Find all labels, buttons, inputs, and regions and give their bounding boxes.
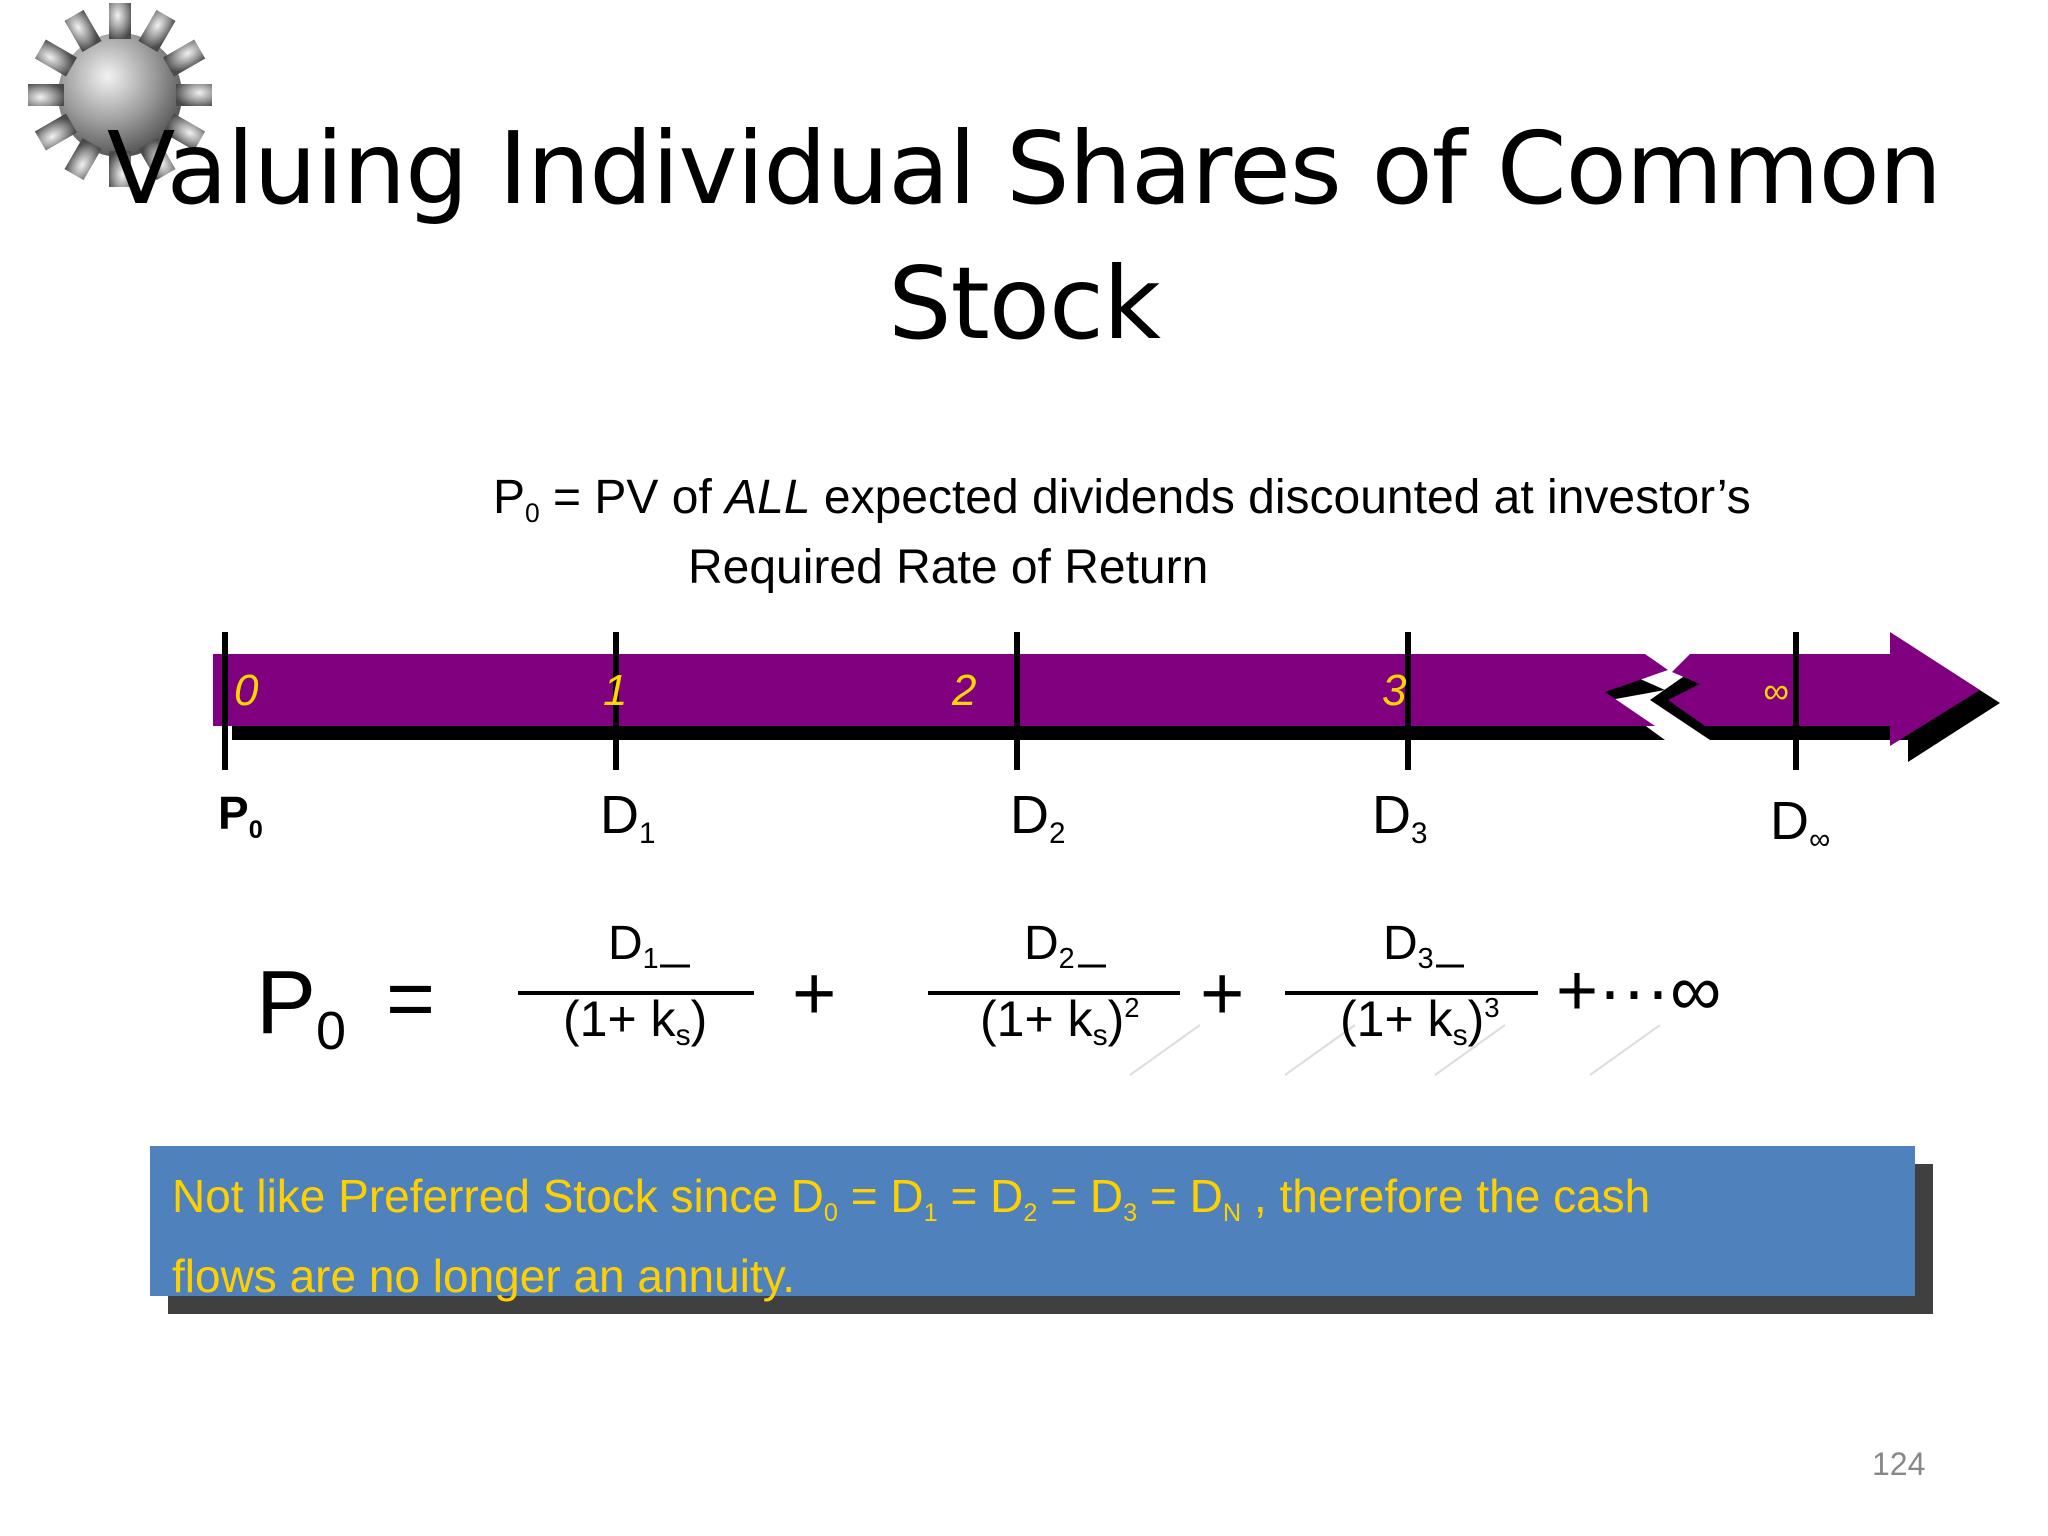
label-sub: 3: [1411, 817, 1428, 851]
formula-lhs: P0: [256, 952, 346, 1061]
callout-box: Not like Preferred Stock since D0 = D1 =…: [150, 1146, 1915, 1302]
den-b: ): [1107, 991, 1125, 1047]
numerator-sub: 1: [642, 942, 659, 975]
callout-sub-n: N: [1222, 1198, 1242, 1227]
callout-eq-1: = D: [837, 1170, 924, 1222]
definition-prefix: = PV of: [539, 471, 726, 524]
formula-term-2-denominator: (1+ ks)2: [980, 990, 1140, 1052]
den-sup: 2: [1124, 991, 1140, 1023]
den-a: (1+ k: [980, 991, 1093, 1047]
gear-icon: [28, 3, 212, 187]
callout-line-1: Not like Preferred Stock since D0 = D1 =…: [172, 1160, 1895, 1240]
timeline-ticks: [222, 632, 1799, 770]
label-sub: 2: [1049, 817, 1066, 851]
callout-sub-3: 3: [1123, 1198, 1138, 1227]
numerator-symbol: D: [1024, 917, 1059, 970]
formula-plus-2: +: [1200, 951, 1245, 1036]
callout-sub-1: 1: [923, 1198, 938, 1227]
den-b: ): [1467, 991, 1485, 1047]
timeline-period-1: 1: [603, 666, 628, 715]
timeline-period-inf: ∞: [1763, 670, 1789, 711]
formula-term-3-numerator: D3: [1383, 916, 1434, 975]
den-a: (1+ k: [563, 991, 676, 1047]
callout-sub-2: 2: [1023, 1198, 1038, 1227]
timeline-period-0: 0: [234, 666, 259, 715]
label-main: D: [1770, 791, 1809, 851]
timeline-bar-end: [1668, 632, 1980, 746]
label-main: D: [1372, 785, 1411, 845]
label-main: P: [218, 787, 249, 839]
den-a: (1+ k: [1340, 991, 1453, 1047]
label-main: D: [600, 785, 639, 845]
timeline-period-2: 2: [952, 666, 977, 715]
callout-sub-0: 0: [823, 1198, 838, 1227]
formula-equals: =: [386, 951, 436, 1045]
numerator-sub: 2: [1058, 942, 1075, 975]
timeline-arrow: [213, 632, 2000, 770]
timeline-label-p0: P0: [218, 786, 263, 844]
formula-term-3-denominator: (1+ ks)3: [1340, 990, 1500, 1052]
formula-term-2-numerator: D2: [1024, 916, 1075, 975]
definition-symbol-sub: 0: [525, 498, 540, 529]
definition-line-2: Required Rate of Return: [688, 541, 1209, 594]
callout-eq-4: = D: [1137, 1170, 1223, 1222]
fraction-lines: [518, 964, 1661, 1076]
formula-lhs-sub: 0: [316, 1001, 347, 1062]
den-sub: s: [675, 1019, 691, 1052]
timeline-label-d3: D3: [1372, 784, 1428, 850]
timeline-bar-main: [213, 654, 1668, 726]
timeline-label-d1: D1: [600, 784, 656, 850]
timeline-label-dinf: D∞: [1770, 790, 1830, 856]
numerator-symbol: D: [1383, 917, 1418, 970]
formula-plus-1: +: [792, 951, 837, 1036]
definition-symbol: P: [493, 471, 526, 524]
callout-line-2: flows are no longer an annuity.: [172, 1250, 796, 1302]
definition-suffix: expected dividends discounted at investo…: [810, 471, 1751, 524]
den-sub: s: [1092, 1019, 1108, 1052]
callout-eq-2: = D: [937, 1170, 1024, 1222]
title-line-1: Valuing Individual Shares of Common: [106, 110, 1942, 227]
formula-term-1-numerator: D1: [608, 916, 659, 975]
den-sub: s: [1452, 1019, 1468, 1052]
callout-text-a: Not like Preferred Stock since D: [172, 1170, 824, 1222]
den-b: ): [690, 991, 708, 1047]
formula-term-1-denominator: (1+ ks): [563, 990, 708, 1052]
title-line-2: Stock: [888, 245, 1161, 362]
label-sub: 1: [639, 817, 656, 851]
formula-lhs-symbol: P: [256, 953, 317, 1053]
faint-strokes: [1129, 1024, 1661, 1076]
label-sub: ∞: [1809, 823, 1831, 857]
numerator-symbol: D: [608, 917, 643, 970]
timeline-label-d2: D2: [1010, 784, 1066, 850]
formula-tail: +···∞: [1556, 951, 1722, 1031]
timeline-period-3: 3: [1382, 666, 1407, 715]
page-number: 124: [1872, 1446, 1926, 1482]
den-sup: 3: [1484, 991, 1500, 1023]
callout-text-b: , therefore the cash: [1241, 1170, 1651, 1222]
label-sub: 0: [248, 815, 263, 844]
label-main: D: [1010, 785, 1049, 845]
callout-eq-3: = D: [1037, 1170, 1124, 1222]
definition-emphasis: ALL: [725, 471, 811, 524]
definition-line-1: P0 = PV of ALL expected dividends discou…: [493, 470, 1751, 529]
numerator-sub: 3: [1417, 942, 1434, 975]
